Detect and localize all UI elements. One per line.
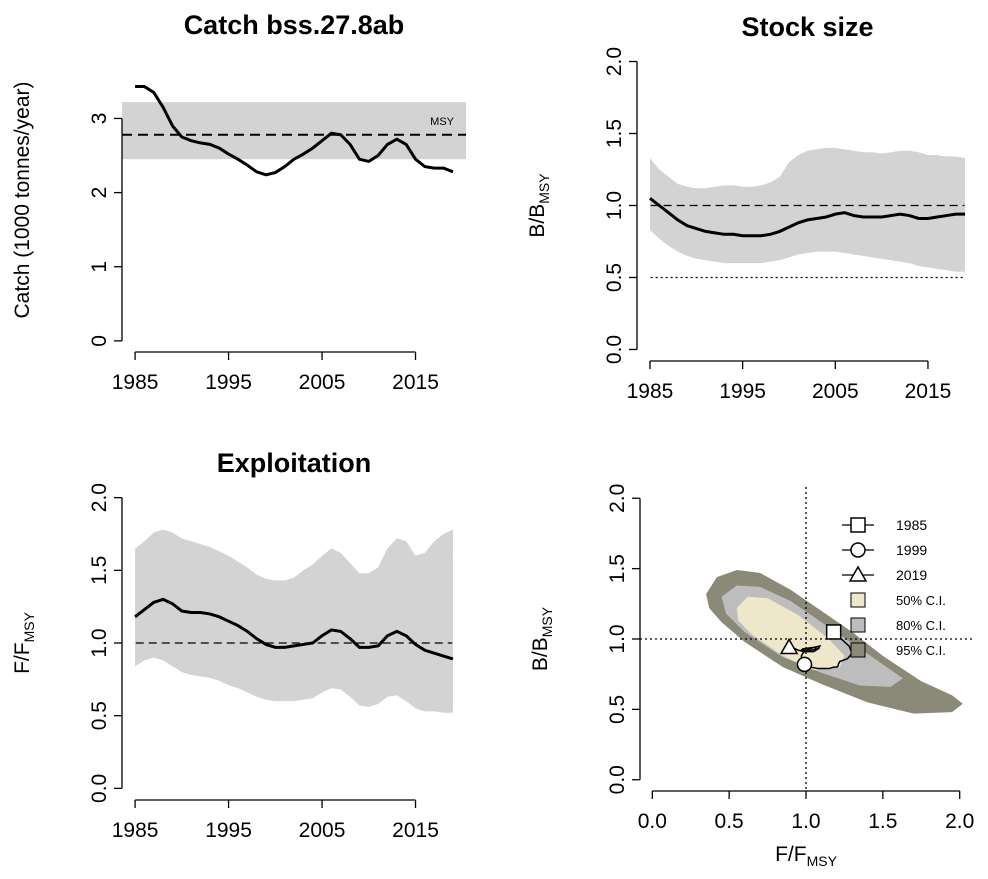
y-tick-label: 1.0 [603,191,626,220]
x-tick-label: 1995 [719,380,766,403]
x-tick-label: 2005 [812,380,859,403]
y-label: B/BMSY [529,606,555,671]
panel-title: Stock size [741,12,873,42]
y-tick-label: 0.0 [603,335,626,364]
x-tick-label: 0.0 [638,810,667,833]
marker [825,624,842,640]
legend-label: 1999 [896,542,927,558]
y-tick-label: 0.5 [88,701,111,730]
series-line [135,85,454,177]
legend-marker [848,565,868,582]
x-tick-label: 1.5 [868,810,897,833]
y-label-main: F/F [11,642,34,674]
confidence-band [649,147,966,272]
y-tick-label: 1.0 [606,624,629,653]
legend-label: 2019 [896,567,927,583]
y-tick-label: 1.5 [603,119,626,148]
y-tick-label: 2 [88,187,111,199]
x-tick-label: 0.5 [715,810,744,833]
legend-label: 50% C.I. [896,593,946,608]
legend-swatch [850,592,866,608]
y-tick-label: 2.0 [603,47,626,76]
x-tick-label: 1995 [205,819,252,842]
y-tick-label: 0.0 [88,774,111,803]
y-tick-label: 0.5 [603,263,626,292]
y-tick-label: 2.0 [88,483,111,512]
x-tick-label: 1985 [112,819,159,842]
y-label: B/BMSY [526,173,552,238]
x-tick-label: 1.0 [791,810,820,833]
legend-label: 95% C.I. [896,643,946,658]
marker [796,656,813,673]
series-line [134,597,454,661]
msy-label: MSY [430,116,455,128]
x-tick-label: 1995 [205,371,252,394]
legend-label: 80% C.I. [896,618,946,633]
x-tick-label: 2005 [299,819,346,842]
x-label: F/FMSY [775,843,838,869]
y-label: F/FMSY [11,611,37,674]
y-tick-label: 2.0 [606,484,629,513]
x-label-main: F/F [775,843,807,866]
y-label: Catch (1000 tonnes/year) [11,82,34,319]
y-label-main: B/B [526,204,549,238]
legend-marker [850,517,866,533]
x-tick-label: 2015 [392,819,439,842]
confidence-band [135,529,453,713]
y-tick-label: 0.5 [606,695,629,724]
legend-swatch [850,642,866,658]
y-tick-label: 1 [88,261,111,273]
x-tick-label: 2015 [905,380,952,403]
x-tick-label: 2.0 [945,810,974,833]
msy-band [122,102,466,160]
x-tick-label: 2015 [392,371,439,394]
y-label-sub: MSY [536,173,552,204]
x-label-sub: MSY [807,853,838,869]
y-tick-label: 1.0 [88,628,111,657]
x-tick-label: 1985 [627,380,674,403]
legend-label: 1985 [896,517,927,533]
y-tick-label: 1.5 [606,554,629,583]
x-tick-label: 1985 [112,371,159,394]
y-tick-label: 1.5 [88,556,111,585]
x-tick-label: 2005 [299,371,346,394]
trajectory [789,631,853,670]
y-label-main: Catch (1000 tonnes/year) [11,82,34,319]
legend-swatch [850,617,866,633]
series-line [649,197,966,238]
marker [779,637,799,655]
y-tick-label: 0 [88,335,111,347]
y-tick-label: 3 [88,113,111,125]
panel-title: Exploitation [217,448,372,478]
y-label-main: B/B [529,637,552,671]
panel-title: Catch bss.27.8ab [184,10,405,40]
y-label-sub: MSY [539,606,555,637]
y-tick-label: 0.0 [606,765,629,794]
confidence-region [736,596,845,670]
legend-marker [850,542,866,558]
y-label-sub: MSY [21,611,37,642]
